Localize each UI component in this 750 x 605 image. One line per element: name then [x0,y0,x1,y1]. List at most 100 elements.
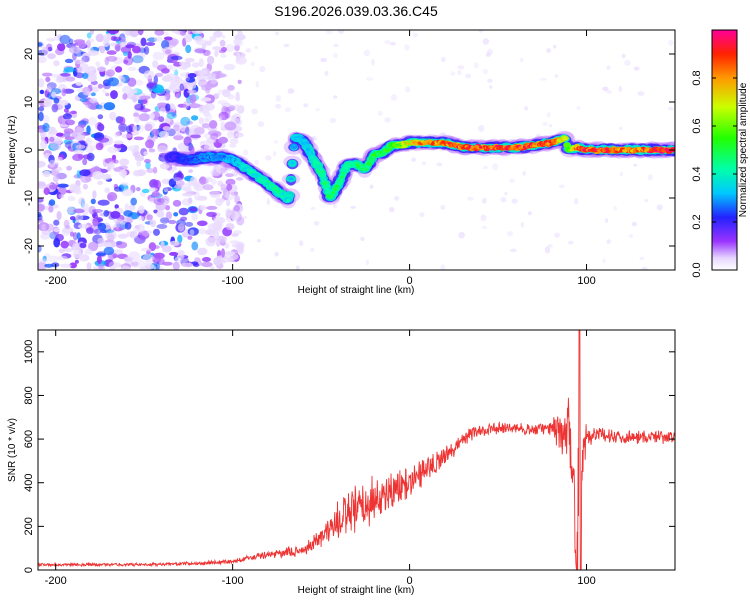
spectrogram-cell [369,184,374,189]
spectrogram-cell [133,151,141,158]
spectrogram-cell [227,84,235,91]
spectrogram-cell [38,78,45,88]
spectrogram-cell [173,183,182,189]
colorbar: 0.0 0.2 0.4 0.6 0.8 Normalized spectral ampl… [691,29,749,278]
spectrogram-cell [42,114,50,124]
spectrogram-cell [181,262,194,268]
spectrogram-cell [124,203,129,212]
spectrogram-cell [38,214,43,221]
spectrogram-cell [222,89,231,98]
spectrogram-cell [38,160,46,168]
spectrogram-cell [48,129,59,134]
spectrogram-ridge-cell [304,144,309,148]
snr-series-line [38,330,675,570]
spectrogram-cell [61,88,67,97]
spectrogram-cell [48,184,59,190]
spectrogram-cell [79,63,89,72]
spectrogram-cell [478,30,484,33]
spectrogram-cell [232,134,237,139]
spectrogram-cell [92,171,104,180]
spectrogram-cell [84,138,93,146]
spectrogram-cell [73,208,84,214]
spectrogram-cell [360,236,365,241]
spectrogram-cell [41,224,47,232]
spectrogram-cell [134,145,139,149]
spectrogram-cell [274,251,279,257]
colorbar-frame [711,29,738,271]
spectrogram-ridge-cell [331,191,336,194]
spectrogram-cell [389,41,396,46]
spectrogram-cell [38,258,48,264]
spectrogram-cell [185,189,194,197]
spectrogram-cell [156,224,168,229]
spectrogram-cell [628,234,634,238]
spectrogram-cell [97,123,105,132]
spectrogram-cell [121,188,134,197]
spectrogram-cell [546,112,551,118]
spectrogram-cell [145,139,155,149]
spectrogram-cell [69,183,77,193]
spectrogram-cell [115,220,120,230]
spectrogram-cell [38,56,47,64]
spectrogram-cell [88,205,96,215]
spectrogram-cell [337,30,345,34]
spectrogram-cell [48,205,54,213]
spectrogram-cell [299,240,304,247]
spectrogram-cell [320,57,328,63]
spectrogram-cell [236,177,244,181]
snr-x-tick-label: -100 [222,575,244,587]
spectrogram-cell [49,142,62,151]
spectrogram-cell [162,245,172,253]
spectrogram-cell [41,230,52,235]
spectrogram-cell [107,30,119,35]
spectrogram-ridge-cell [306,147,310,151]
spectrogram-cell [229,143,237,148]
spectrogram-cell [542,121,548,126]
spectrogram-cell [233,130,240,136]
spectrogram-cell [189,206,198,212]
spectrogram-cell [510,248,517,253]
spectrogram-cell [235,91,240,99]
spectrogram-cell [158,95,168,101]
spectrogram-cell [255,81,260,88]
spectrogram-ridge-cell [280,192,285,196]
spectrogram-cell [153,228,160,236]
spectrogram-cell [213,230,220,240]
spectrogram-ridge-cell [563,138,568,141]
spectrogram-cell [73,149,85,155]
spectrogram-cell [554,232,560,238]
spectrogram-cell [139,234,146,241]
spectrogram-cell [235,132,244,138]
snr-y-tick-label: 400 [23,474,35,492]
spectrogram-ridge-cell [288,177,294,181]
colorbar-tick-label: 0.4 [691,166,703,181]
spectrogram-cell [44,263,54,268]
spectrogram-cell [233,37,242,47]
spectrogram-cell [162,126,171,131]
spectrogram-ridge-cell [322,184,331,189]
spectrogram-cell [206,205,218,210]
spectrogram-ridge-cell [287,193,292,197]
colorbar-tick-label: 0.6 [691,118,703,133]
spectrogram-cell [79,242,87,249]
spectrogram-cell [90,92,96,97]
spectrogram-cell [668,106,674,111]
spectrogram-cell [165,205,171,211]
spectrogram-ridge-cell [623,149,628,153]
spectrogram-cell [112,36,122,42]
spectrogram-ridge-cell [329,193,335,197]
spectrogram-cell [76,232,81,240]
spectrogram-ridge-cell [291,144,296,148]
spectrogram-cell [81,202,89,211]
spectrogram-cell [133,112,140,117]
spectrogram-cell [132,45,141,54]
spectrogram-cell [63,66,75,73]
spectrogram-cell [75,72,85,79]
spectrogram-cell [222,170,228,174]
spectrogram-cell [157,102,168,107]
spectrogram-cell [46,86,52,92]
spectrogram-cell [223,63,236,71]
spectrogram-cell [492,163,499,171]
spectrogram-cell [38,203,45,212]
